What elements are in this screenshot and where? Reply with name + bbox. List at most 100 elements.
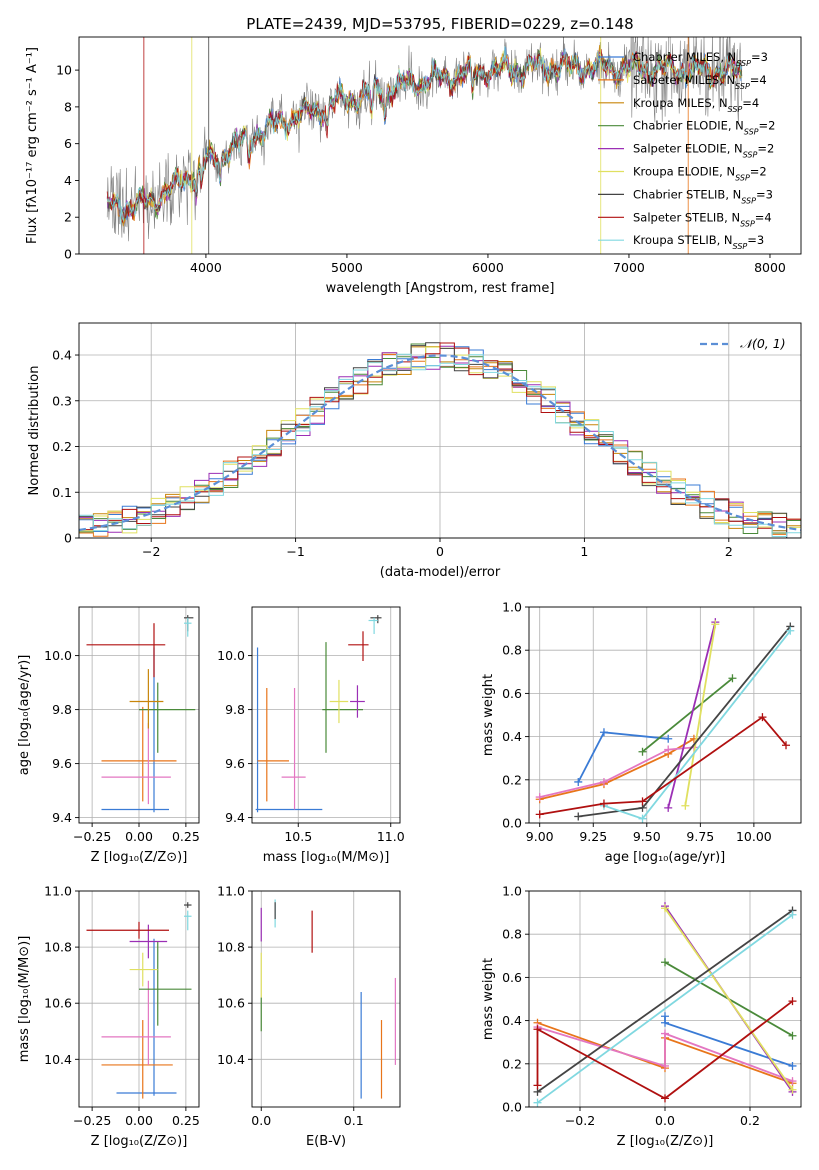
errorbar-points [86,902,192,1099]
x-tick-label: 2 [725,544,733,559]
series-marker [786,626,795,635]
series-marker [661,958,669,967]
series-line [536,1000,794,1100]
weight-series [638,674,737,756]
series-marker [782,741,791,750]
legend-label: Salpeter STELIB, NSSP=4 [633,210,772,228]
data-point [101,647,169,813]
weight-series [533,997,797,1103]
x-tick-label: 8000 [754,260,786,275]
data-point [129,669,164,729]
x-axis-label: (data-model)/error [380,565,501,580]
mass-vs-extinction-plot: 0.0 0.1 10.4 10.6 10.8 11.0 E(B-V) [217,884,401,1149]
data-point [86,623,166,678]
x-tick-label: 9.75 [686,829,714,844]
series-marker [533,1025,542,1034]
y-tick-label: 0 [64,247,72,262]
legend-label: Kroupa STELIB, NSSP=3 [633,233,764,251]
x-tick-label: 0.25 [172,1113,200,1128]
series-line [536,909,794,1093]
spectrum-lines [106,37,743,254]
data-point [101,706,177,802]
data-point [116,938,177,1096]
y-tick-label: 10.6 [44,996,72,1011]
series-marker [788,1061,797,1070]
y-tick-label: 4 [64,173,72,188]
x-tick-label: 0 [436,544,444,559]
x-tick-label: 0.0 [251,1113,271,1128]
mass-vs-metallicity-plot: −0.25 0.00 0.25 10.4 10.6 10.8 11.0 Z [log₁₀(Z/… [17,884,200,1150]
data-point [370,615,382,624]
y-tick-label: 9.6 [225,756,245,771]
series-marker [664,734,673,743]
y-tick-label: 10.8 [44,940,72,955]
data-point [281,688,306,810]
normal-curve [79,354,801,532]
y-tick-label: 11.0 [44,884,72,899]
legend: Chabrier MILES, NSSP=3 Salpeter MILES, NS… [598,50,775,251]
series-marker [661,1061,669,1070]
legend-label: Kroupa MILES, NSSP=4 [633,96,759,114]
y-tick-label: 1.0 [502,600,522,615]
y-tick-label: 9.4 [225,810,245,825]
weight-series [535,743,698,802]
x-axis-label: Z [log₁₀(Z/Z⊙)] [91,1134,188,1149]
y-tick-label: 0.2 [502,772,522,787]
series-line [684,624,717,806]
series-marker [788,997,797,1006]
y-axis-label: mass weight [481,958,496,1040]
series-marker [788,1077,797,1086]
axes-frame [528,606,802,824]
legend-label: Kroupa ELODIE, NSSP=2 [633,165,767,183]
series-line [578,625,791,818]
series-marker [574,777,583,786]
series-marker [681,801,690,810]
x-tick-label: 0.0 [655,1113,675,1128]
y-axis-label: Normed distribution [27,366,42,496]
series-marker [535,793,544,802]
legend-label: Salpeter MILES, NSSP=4 [633,73,767,91]
weight-series [661,1012,797,1070]
series-marker [533,1081,542,1090]
series-marker [599,728,608,737]
series-marker [535,810,544,819]
data-point [184,910,192,931]
x-tick-label: 0.2 [740,1113,760,1128]
series-line [603,630,792,820]
y-tick-label: 0.0 [502,816,522,831]
model-spectrum [106,49,743,223]
data-point [329,679,349,724]
errorbar-points [255,615,382,813]
histogram-steps [79,342,801,538]
y-tick-label: 11.0 [217,884,245,899]
series-line [539,738,695,801]
y-tick-label: 0 [64,531,72,546]
series-marker [758,713,767,722]
x-tick-label: 11.0 [377,829,405,844]
series-marker [664,803,673,812]
x-tick-label: 0.1 [344,1113,364,1128]
y-tick-label: 0.6 [502,970,522,985]
series-marker [661,904,669,913]
y-tick-label: 9.4 [52,810,72,825]
weight-series [533,910,797,1107]
x-axis-label: E(B-V) [306,1134,346,1149]
series-marker [599,799,608,808]
data-point [322,642,363,753]
y-tick-label: 2 [64,210,72,225]
y-tick-label: 0.1 [52,485,72,500]
x-axis-label: wavelength [Angstrom, rest frame] [326,281,555,296]
weight-series [574,622,795,821]
series-marker [638,814,647,823]
data-point [348,631,369,661]
y-tick-label: 6 [64,136,72,151]
series-marker [728,674,737,683]
x-axis-label: Z [log₁₀(Z/Z⊙)] [617,1134,714,1149]
series-marker [788,1085,797,1094]
data-point [139,941,192,1026]
y-axis-label: mass [log₁₀(M/M⊙)] [17,936,32,1063]
y-tick-label: 0.3 [52,393,72,408]
legend-label: 𝒩(0, 1) [740,336,786,351]
model-spectrum [106,46,743,225]
data-point [257,688,289,802]
